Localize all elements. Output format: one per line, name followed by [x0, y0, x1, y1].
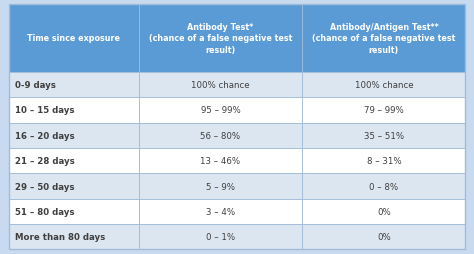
FancyBboxPatch shape: [9, 174, 139, 199]
Text: 0 – 8%: 0 – 8%: [369, 182, 399, 191]
FancyBboxPatch shape: [139, 123, 302, 148]
FancyBboxPatch shape: [9, 148, 139, 174]
FancyBboxPatch shape: [302, 5, 465, 73]
FancyBboxPatch shape: [9, 199, 139, 224]
Text: 10 – 15 days: 10 – 15 days: [15, 106, 74, 115]
Text: 29 – 50 days: 29 – 50 days: [15, 182, 74, 191]
FancyBboxPatch shape: [9, 5, 139, 73]
Text: 79 – 99%: 79 – 99%: [364, 106, 404, 115]
Text: 51 – 80 days: 51 – 80 days: [15, 207, 74, 216]
Text: More than 80 days: More than 80 days: [15, 232, 105, 241]
Text: 5 – 9%: 5 – 9%: [206, 182, 235, 191]
Text: 100% chance: 100% chance: [191, 81, 250, 90]
Text: 100% chance: 100% chance: [355, 81, 413, 90]
FancyBboxPatch shape: [302, 98, 465, 123]
FancyBboxPatch shape: [139, 98, 302, 123]
Text: 3 – 4%: 3 – 4%: [206, 207, 235, 216]
Text: Antibody Test*
(chance of a false negative test
result): Antibody Test* (chance of a false negati…: [149, 23, 292, 55]
FancyBboxPatch shape: [302, 199, 465, 224]
Text: 21 – 28 days: 21 – 28 days: [15, 156, 74, 166]
Text: Time since exposure: Time since exposure: [27, 34, 120, 43]
FancyBboxPatch shape: [302, 224, 465, 249]
Text: 0%: 0%: [377, 207, 391, 216]
FancyBboxPatch shape: [139, 148, 302, 174]
FancyBboxPatch shape: [9, 224, 139, 249]
FancyBboxPatch shape: [302, 174, 465, 199]
FancyBboxPatch shape: [302, 148, 465, 174]
Text: 35 – 51%: 35 – 51%: [364, 131, 404, 140]
Text: 0 – 1%: 0 – 1%: [206, 232, 235, 241]
Text: Antibody/Antigen Test**
(chance of a false negative test
result): Antibody/Antigen Test** (chance of a fal…: [312, 23, 456, 55]
FancyBboxPatch shape: [302, 73, 465, 98]
Text: 0%: 0%: [377, 232, 391, 241]
FancyBboxPatch shape: [9, 98, 139, 123]
Text: 8 – 31%: 8 – 31%: [366, 156, 401, 166]
FancyBboxPatch shape: [139, 5, 302, 73]
FancyBboxPatch shape: [139, 199, 302, 224]
FancyBboxPatch shape: [9, 123, 139, 148]
FancyBboxPatch shape: [9, 73, 139, 98]
Text: 13 – 46%: 13 – 46%: [201, 156, 241, 166]
FancyBboxPatch shape: [139, 174, 302, 199]
Text: 95 – 99%: 95 – 99%: [201, 106, 240, 115]
FancyBboxPatch shape: [302, 123, 465, 148]
Text: 0-9 days: 0-9 days: [15, 81, 55, 90]
Text: 56 – 80%: 56 – 80%: [201, 131, 241, 140]
FancyBboxPatch shape: [139, 224, 302, 249]
FancyBboxPatch shape: [139, 73, 302, 98]
Text: 16 – 20 days: 16 – 20 days: [15, 131, 74, 140]
